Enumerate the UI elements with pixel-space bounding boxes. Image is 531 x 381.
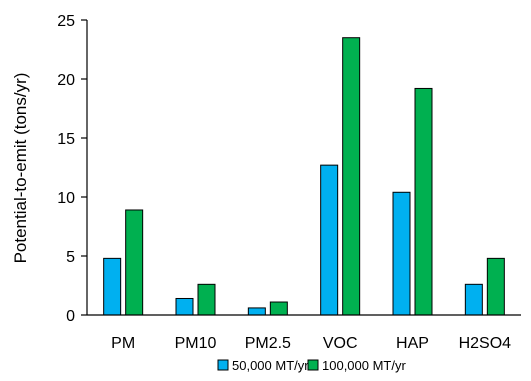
- legend-swatch-1: [217, 359, 229, 371]
- bar-pm-series-1: [103, 257, 122, 316]
- bar-hap-series-1: [392, 191, 411, 316]
- bar-pm25-series-2: [269, 301, 288, 316]
- y-tick-label: 20: [57, 72, 75, 89]
- x-axis-categories: PM PM10 PM2.5 VOC HAP H2SO4: [111, 335, 511, 352]
- bars: [103, 37, 505, 316]
- bar-voc-series-1: [320, 164, 339, 316]
- bar-pm25-series-1: [247, 307, 266, 316]
- y-tick-label: 0: [66, 308, 75, 325]
- bar-pm-series-2: [125, 209, 144, 316]
- y-axis-title: Potential-to-emit (tons/yr): [11, 73, 30, 264]
- bar-hap-series-2: [414, 87, 433, 316]
- x-category-label: PM2.5: [245, 335, 291, 352]
- x-category-label: H2SO4: [459, 335, 512, 352]
- bar-voc-series-2: [342, 37, 361, 316]
- y-axis-ticks: 0 5 10 15 20 25: [57, 13, 87, 325]
- y-tick-label: 10: [57, 190, 75, 207]
- x-category-label: VOC: [323, 335, 358, 352]
- y-tick-label: 5: [66, 249, 75, 266]
- legend-label-2: 100,000 MT/yr: [322, 358, 406, 373]
- legend-swatch-2: [307, 359, 319, 371]
- bar-h2so4-series-2: [486, 257, 505, 316]
- bar-h2so4-series-1: [464, 283, 483, 316]
- x-category-label: PM: [111, 335, 135, 352]
- bar-pm10-series-2: [197, 283, 216, 316]
- bar-pm10-series-1: [175, 297, 194, 316]
- x-category-label: PM10: [175, 335, 217, 352]
- y-tick-label: 25: [57, 13, 75, 30]
- y-tick-label: 15: [57, 131, 75, 148]
- legend: 50,000 MT/yr 100,000 MT/yr: [217, 358, 406, 373]
- x-category-label: HAP: [396, 335, 429, 352]
- legend-label-1: 50,000 MT/yr: [232, 358, 309, 373]
